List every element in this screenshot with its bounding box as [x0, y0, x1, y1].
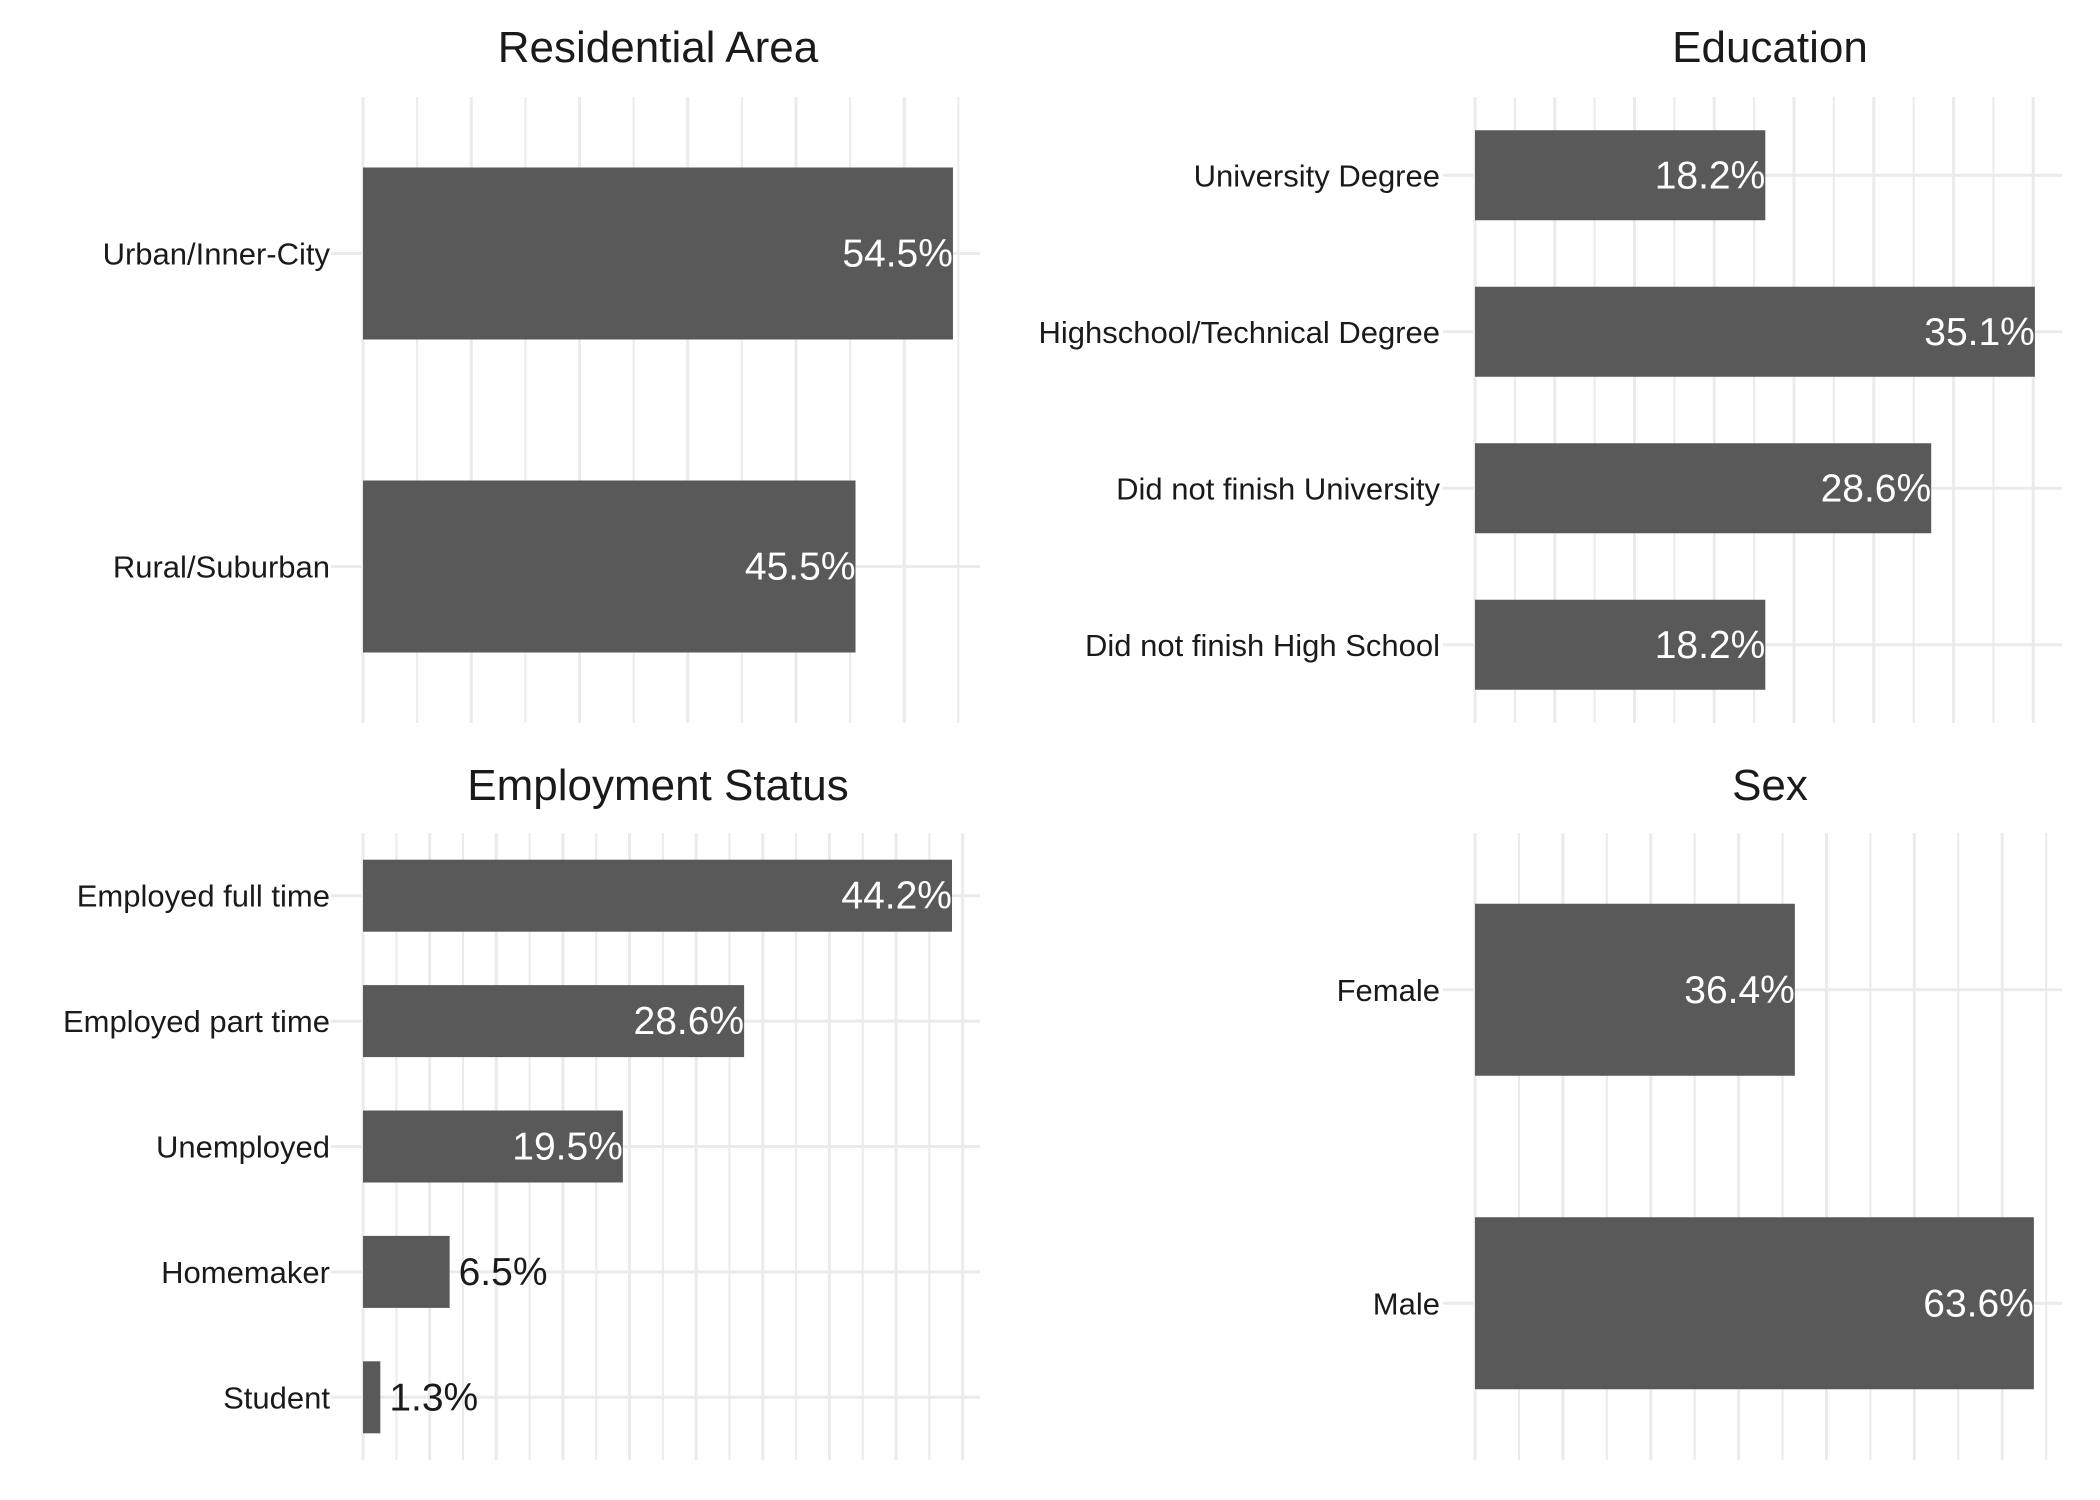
chart-employment-status-tick-label-unemployed: Unemployed [156, 1130, 330, 1165]
chart-education-bar-highschool-technical-degree [1475, 286, 2035, 377]
chart-employment-status-title: Employment Status [467, 761, 849, 810]
chart-sex-bar-female [1475, 903, 1795, 1076]
chart-education-value-label-did-not-finish-high-school: 18.2% [1655, 624, 1766, 667]
chart-employment-status-value-label-homemaker: 6.5% [459, 1251, 548, 1294]
chart-residential-area-value-label-rural-suburban: 45.5% [745, 546, 856, 589]
chart-employment-status-tick-label-student: Student [223, 1380, 330, 1415]
chart-education-tick-label-university-degree: University Degree [1194, 158, 1440, 193]
chart-education-tick-label-highschool-technical-degree: Highschool/Technical Degree [1038, 315, 1440, 350]
chart-employment-status-tick-label-employed-full-time: Employed full time [77, 879, 330, 914]
chart-residential-area: Residential Area Urban/Inner-City 54.5% Rur… [103, 23, 980, 723]
chart-employment-status-value-label-employed-full-time: 44.2% [841, 875, 952, 918]
chart-employment-status: Employment Status Employed full time 44.2%… [63, 761, 980, 1460]
chart-education-bar-did-not-finish-high-school [1475, 599, 1766, 690]
chart-residential-area-value-label-urban-inner-city: 54.5% [842, 233, 953, 276]
chart-education-value-label-did-not-finish-university: 28.6% [1821, 467, 1932, 510]
chart-sex-tick-label-female: Female [1337, 973, 1440, 1008]
chart-employment-status-value-label-student: 1.3% [389, 1376, 478, 1419]
chart-education-tick-label-did-not-finish-university: Did not finish University [1116, 471, 1440, 506]
chart-employment-status-bar-homemaker [363, 1235, 450, 1308]
chart-sex: Sex Female 36.4% Male 63.6% [1337, 761, 2062, 1460]
chart-employment-status-tick-label-homemaker: Homemaker [161, 1255, 330, 1290]
chart-education: Education University Degree 18.2% Highschoo… [1038, 23, 2062, 723]
chart-education-value-label-university-degree: 18.2% [1655, 154, 1766, 197]
chart-sex-title: Sex [1732, 761, 1808, 810]
chart-education-value-label-highschool-technical-degree: 35.1% [1924, 311, 2035, 354]
chart-employment-status-tick-label-employed-part-time: Employed part time [63, 1004, 330, 1039]
chart-sex-tick-label-male: Male [1373, 1286, 1440, 1321]
chart-residential-area-title: Residential Area [498, 23, 819, 72]
chart-employment-status-bar-student [363, 1361, 381, 1434]
chart-education-bar-university-degree [1475, 130, 1766, 221]
chart-employment-status-bar-employed-full-time [363, 859, 953, 932]
chart-education-tick-label-did-not-finish-high-school: Did not finish High School [1085, 628, 1440, 663]
chart-sex-value-label-female: 36.4% [1684, 969, 1795, 1012]
chart-residential-area-bar-rural-suburban [363, 480, 856, 653]
chart-residential-area-tick-label-rural-suburban: Rural/Suburban [113, 550, 330, 585]
chart-employment-status-value-label-employed-part-time: 28.6% [634, 1000, 745, 1043]
chart-sex-value-label-male: 63.6% [1923, 1282, 2034, 1325]
chart-residential-area-tick-label-urban-inner-city: Urban/Inner-City [103, 237, 331, 272]
chart-education-bar-did-not-finish-university [1475, 443, 1932, 534]
chart-employment-status-value-label-unemployed: 19.5% [512, 1126, 623, 1169]
chart-sex-bar-male [1475, 1217, 2034, 1390]
chart-residential-area-bar-urban-inner-city [363, 167, 953, 340]
chart-employment-status-bar-unemployed [363, 1110, 623, 1183]
chart-employment-status-bar-employed-part-time [363, 985, 745, 1058]
chart-education-title: Education [1672, 23, 1868, 72]
